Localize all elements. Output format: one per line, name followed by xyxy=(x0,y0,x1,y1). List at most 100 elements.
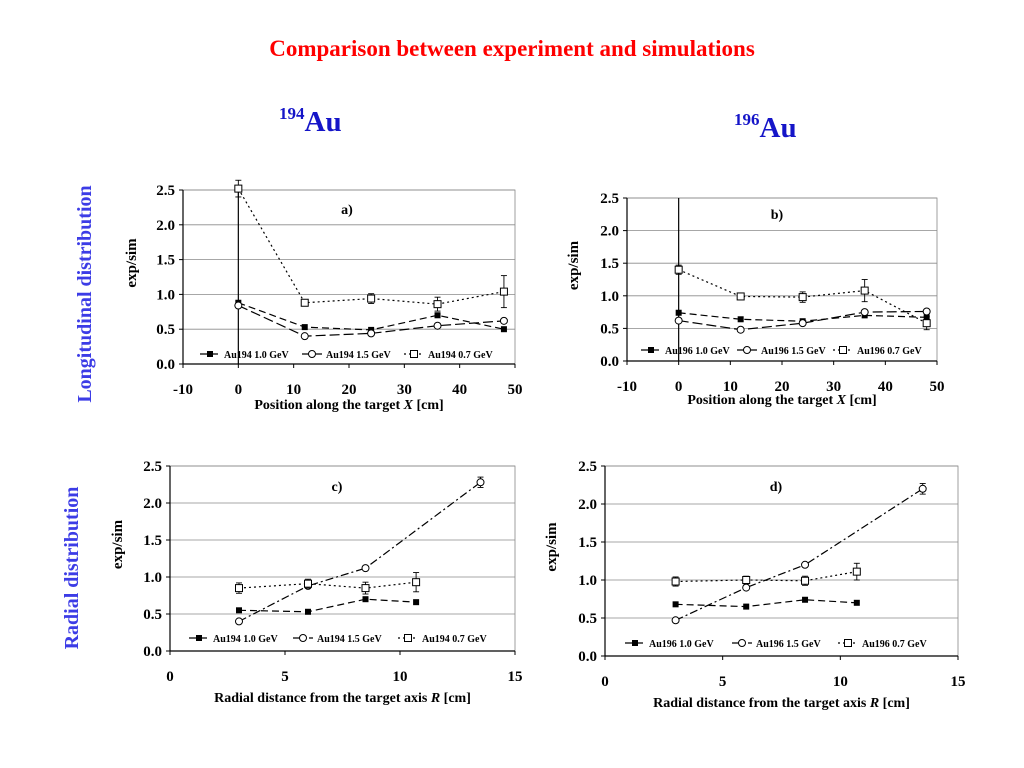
series-3 xyxy=(674,264,931,331)
data-point xyxy=(499,287,508,296)
data-point xyxy=(675,309,682,316)
x-axis-label-text: Radial distance from the target axis xyxy=(214,691,431,706)
x-tick-label: 50 xyxy=(508,382,523,398)
data-point xyxy=(674,316,683,325)
data-point xyxy=(305,608,311,615)
x-axis-label: Radial distance from the target axis R [… xyxy=(653,696,910,711)
y-tick-label: 0.0 xyxy=(143,644,162,660)
series-line xyxy=(238,598,417,613)
series-line xyxy=(675,599,857,608)
x-axis-label-unit: [cm] xyxy=(413,398,444,413)
data-point xyxy=(304,579,312,588)
data-point xyxy=(736,292,745,301)
legend-entry: Au194 1.5 GeV xyxy=(293,634,383,645)
data-point xyxy=(798,293,807,302)
data-point xyxy=(361,564,370,573)
legend-entry: Au194 0.7 GeV xyxy=(398,634,488,645)
y-tick-label: 2.0 xyxy=(600,224,619,240)
data-point xyxy=(234,301,243,310)
series-3 xyxy=(671,562,861,587)
legend-marker xyxy=(404,634,412,642)
legend-label: Au194 1.5 GeV xyxy=(326,350,392,361)
x-tick-label: 30 xyxy=(826,379,841,395)
x-tick-label: 10 xyxy=(723,379,738,395)
legend-entry: Au196 0.7 GeV xyxy=(838,639,928,650)
legend-label: Au196 1.5 GeV xyxy=(756,639,822,650)
x-axis-label-variable: X xyxy=(403,398,414,413)
x-tick-label: 10 xyxy=(393,669,408,685)
legend-entry: Au194 1.5 GeV xyxy=(302,350,392,361)
legend-entry: Au194 0.7 GeV xyxy=(404,350,494,361)
x-tick-label: 40 xyxy=(878,379,893,395)
legend-marker xyxy=(196,635,202,641)
y-tick-label: 0.0 xyxy=(156,357,175,373)
legend-marker xyxy=(308,350,316,358)
legend-marker xyxy=(648,347,654,353)
series-3 xyxy=(235,572,421,595)
y-tick-label: 2.5 xyxy=(143,459,162,475)
plot-area xyxy=(604,465,959,657)
series-1 xyxy=(672,596,860,610)
x-axis-label-unit: [cm] xyxy=(879,696,910,711)
legend-label: Au194 1.0 GeV xyxy=(213,634,279,645)
legend-label: Au196 0.7 GeV xyxy=(857,346,923,357)
data-point xyxy=(433,321,442,330)
y-tick-label: 1.0 xyxy=(578,573,597,589)
y-tick-label: 0.0 xyxy=(578,649,597,665)
y-axis-label: exp/sim xyxy=(110,519,126,569)
legend-marker xyxy=(738,639,746,647)
y-tick-label: 2.0 xyxy=(143,496,162,512)
isotope-heading-au196: 196Au xyxy=(734,110,797,145)
data-point xyxy=(922,319,931,328)
x-tick-label: 40 xyxy=(452,382,467,398)
data-point xyxy=(361,584,370,593)
series-line xyxy=(238,481,481,622)
legend-marker xyxy=(207,351,213,357)
isotope-mass: 194 xyxy=(279,104,305,123)
legend-marker xyxy=(299,634,307,642)
x-axis-label-text: Position along the target xyxy=(254,398,403,413)
legend-label: Au194 1.5 GeV xyxy=(317,634,383,645)
isotope-symbol: Au xyxy=(304,106,342,138)
legend-entry: Au196 1.0 GeV xyxy=(641,346,731,357)
x-tick-label: -10 xyxy=(617,379,637,395)
y-tick-label: 0.5 xyxy=(578,611,597,627)
data-point xyxy=(500,326,507,333)
data-point xyxy=(801,560,810,569)
y-tick-label: 0.5 xyxy=(143,607,162,623)
legend-label: Au196 0.7 GeV xyxy=(862,639,928,650)
panel-label: d) xyxy=(770,480,783,495)
y-tick-label: 1.0 xyxy=(156,287,175,303)
x-tick-label: 0 xyxy=(235,382,243,398)
legend-marker xyxy=(632,640,638,646)
legend-label: Au194 0.7 GeV xyxy=(428,350,494,361)
data-point xyxy=(412,578,421,587)
series-line xyxy=(238,304,504,337)
data-point xyxy=(672,601,679,608)
legend-marker xyxy=(410,350,418,358)
y-axis-label: exp/sim xyxy=(544,522,560,572)
data-point xyxy=(798,319,807,328)
series-3 xyxy=(234,179,508,312)
x-tick-label: 0 xyxy=(675,379,683,395)
data-point xyxy=(736,325,745,334)
isotope-mass: 196 xyxy=(734,110,760,129)
y-axis-label: exp/sim xyxy=(566,240,582,290)
x-axis-label-variable: R xyxy=(869,696,879,711)
legend-entry: Au196 1.0 GeV xyxy=(625,639,715,650)
data-point xyxy=(499,316,508,325)
series-line xyxy=(675,571,857,583)
data-point xyxy=(433,300,442,309)
data-point xyxy=(918,484,927,493)
y-tick-label: 2.5 xyxy=(600,191,619,207)
x-axis-label: Radial distance from the target axis R [… xyxy=(214,691,471,706)
series-2 xyxy=(234,301,508,341)
y-tick-label: 1.0 xyxy=(143,570,162,586)
data-point xyxy=(671,616,680,625)
data-point xyxy=(235,617,243,626)
legend-entry: Au194 1.0 GeV xyxy=(200,350,290,361)
legend-marker xyxy=(839,346,847,354)
data-point xyxy=(922,307,931,316)
